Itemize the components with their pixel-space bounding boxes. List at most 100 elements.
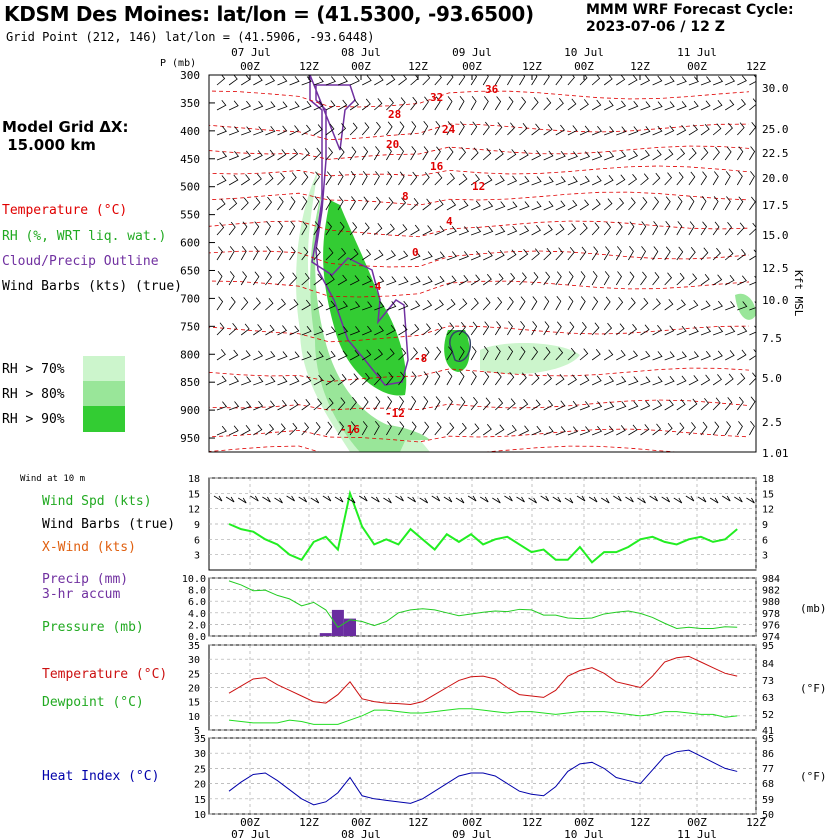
wind-barb [700, 374, 711, 386]
wind-barb [434, 172, 443, 186]
wind-barb [265, 271, 273, 286]
wind-barb [325, 221, 332, 236]
wind-barb [652, 325, 663, 336]
wind-barb [482, 75, 489, 86]
wind-barb [616, 350, 626, 361]
isotherm-line [209, 325, 750, 343]
pressure-ytick-right: 974 [762, 632, 780, 643]
temp-label: 24 [442, 123, 456, 136]
wind10m-barb [334, 496, 344, 503]
wind-barb [519, 296, 526, 311]
wind-barb [664, 325, 675, 336]
wind-barb [362, 75, 372, 86]
wind-barb [470, 371, 477, 386]
wind-barb [712, 326, 724, 336]
rh90-swatch [83, 406, 125, 432]
pressure-tick: 350 [180, 97, 200, 110]
wind-barb [543, 224, 553, 236]
wind-barb [640, 400, 651, 411]
wind-barb [724, 221, 733, 236]
wind-barb [265, 324, 275, 336]
wind-barb [555, 98, 564, 111]
wind-barb [628, 376, 639, 386]
wind-ytick-left: 12 [188, 505, 200, 516]
wind-barb [519, 96, 527, 111]
wind-barb [543, 200, 554, 211]
wind-barb [676, 221, 683, 236]
wind-barb [446, 146, 454, 161]
wind-barb [616, 174, 626, 186]
wind-barb [361, 122, 370, 136]
precip-bar [344, 618, 356, 636]
wind-barb [277, 196, 284, 211]
wind-barb [277, 399, 287, 411]
wind-barb [507, 225, 518, 236]
wind-barb [688, 398, 698, 411]
wind-barb [325, 274, 335, 286]
wind-barb [591, 271, 598, 286]
wind-barb [265, 221, 271, 236]
wind10m-barb [479, 496, 489, 503]
temp-ytick-left: 10 [188, 712, 200, 723]
wind-barb [555, 176, 566, 186]
wind-barb [531, 97, 539, 111]
wind-barb [543, 124, 553, 136]
wind-barb [386, 324, 396, 336]
wind-barb [604, 425, 614, 436]
wind10m-barb [274, 497, 283, 504]
wind-barb [216, 198, 226, 211]
wind-barb [519, 346, 526, 361]
temp-label: -8 [414, 352, 427, 365]
wind-barb [398, 197, 407, 211]
wind-barb [495, 424, 505, 436]
x-wind-label: X-Wind (kts) [42, 540, 136, 555]
wind-barb [337, 221, 345, 236]
wind-barb [374, 75, 384, 86]
wind-barb [676, 299, 686, 311]
wind-barb [640, 350, 651, 361]
wind-barb [216, 151, 228, 161]
kft-axis-label: Kft MSL [792, 270, 805, 317]
wind-barb [325, 147, 334, 161]
wind-barb [664, 246, 671, 261]
wind-barb [349, 373, 359, 386]
wind-barb [361, 146, 369, 161]
model-grid-label: Model Grid ΔX: [2, 118, 129, 136]
wind-barb [386, 146, 392, 161]
wind-barb [628, 350, 639, 361]
wind-barb [289, 351, 300, 361]
wind-barb [386, 197, 394, 211]
time-tick-bottom: 00Z [687, 816, 707, 829]
wind-barb [240, 246, 247, 261]
wind-ytick-right: 3 [762, 551, 768, 562]
time-tick-bottom: 00Z [574, 816, 594, 829]
wind-barb [313, 326, 324, 336]
wind-barb [337, 171, 344, 186]
wind-barb [749, 301, 756, 311]
wind-barb [664, 272, 673, 286]
wind-barb [277, 149, 287, 161]
wind-barb [458, 147, 467, 161]
wind-barb [301, 398, 311, 411]
wind-barb [591, 322, 600, 336]
wind-barb [749, 372, 756, 386]
heat-ytick-left: 15 [194, 795, 206, 806]
rh70-swatch [83, 356, 125, 382]
wind-barb [337, 421, 344, 436]
wind-barb [398, 300, 409, 311]
wind-barb [265, 376, 276, 386]
wind-barb [603, 296, 611, 311]
wind-barbs-layer [216, 75, 756, 436]
wind-barb [700, 221, 707, 236]
pressure-unit: (mb) [800, 602, 827, 615]
wind-barb [591, 401, 603, 411]
wind-barb [398, 324, 408, 336]
pressure-tick: 700 [180, 292, 200, 305]
wind-barb [591, 375, 602, 386]
wind10m-barb [637, 497, 646, 504]
wind10m-barb [528, 497, 537, 504]
wind-ytick-right: 18 [762, 474, 774, 485]
heat-ytick-right: 68 [762, 779, 774, 790]
wind-barb [410, 276, 421, 286]
wind-speed-line [228, 489, 738, 564]
